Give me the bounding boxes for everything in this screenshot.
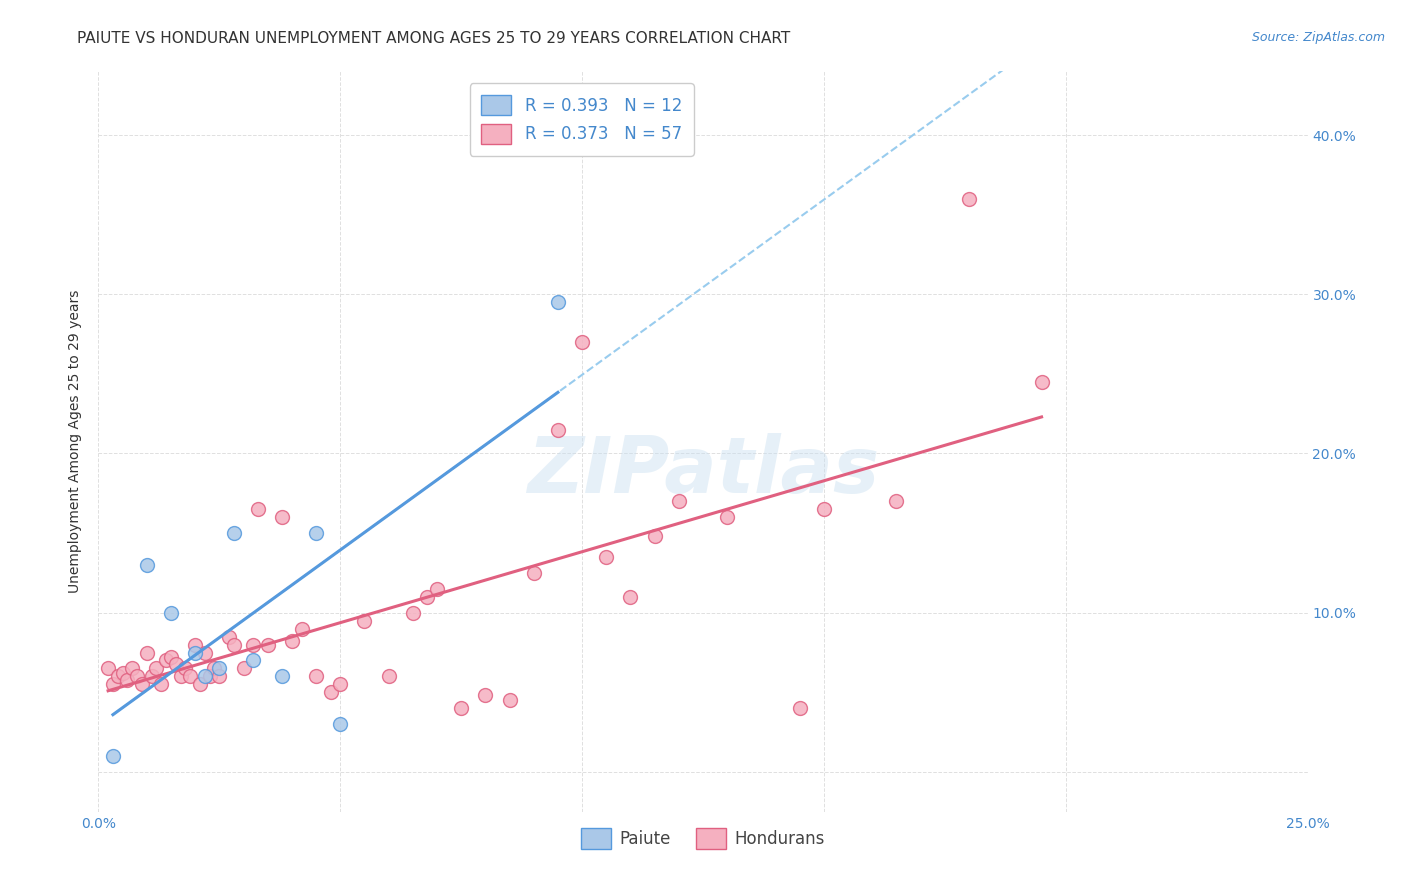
Point — [281, 634, 304, 648]
Point — [111, 666, 134, 681]
Legend: Paiute, Hondurans: Paiute, Hondurans — [575, 822, 831, 855]
Text: PAIUTE VS HONDURAN UNEMPLOYMENT AMONG AGES 25 TO 29 YEARS CORRELATION CHART: PAIUTE VS HONDURAN UNEMPLOYMENT AMONG AG… — [77, 31, 790, 46]
Point — [377, 669, 399, 683]
Point — [402, 606, 425, 620]
Point — [107, 669, 129, 683]
Point — [271, 669, 294, 683]
Point — [319, 685, 342, 699]
Point — [135, 646, 157, 660]
Point — [232, 661, 254, 675]
Point — [329, 717, 352, 731]
Point — [716, 510, 738, 524]
Point — [169, 669, 191, 683]
Point — [271, 510, 294, 524]
Point — [222, 638, 245, 652]
Point — [208, 661, 231, 675]
Point — [222, 526, 245, 541]
Point — [198, 669, 221, 683]
Point — [547, 295, 569, 310]
Point — [474, 689, 496, 703]
Point — [242, 653, 264, 667]
Point — [218, 630, 240, 644]
Point — [256, 638, 278, 652]
Point — [1031, 375, 1053, 389]
Point — [194, 669, 217, 683]
Point — [160, 650, 183, 665]
Point — [204, 661, 226, 675]
Point — [184, 638, 207, 652]
Point — [450, 701, 472, 715]
Point — [668, 494, 690, 508]
Point — [619, 590, 641, 604]
Y-axis label: Unemployment Among Ages 25 to 29 years: Unemployment Among Ages 25 to 29 years — [69, 290, 83, 593]
Point — [194, 646, 217, 660]
Point — [160, 606, 183, 620]
Point — [789, 701, 811, 715]
Point — [208, 669, 231, 683]
Point — [523, 566, 546, 580]
Text: Source: ZipAtlas.com: Source: ZipAtlas.com — [1251, 31, 1385, 45]
Point — [174, 661, 197, 675]
Text: ZIPatlas: ZIPatlas — [527, 434, 879, 509]
Point — [353, 614, 375, 628]
Point — [150, 677, 173, 691]
Point — [155, 653, 177, 667]
Point — [97, 661, 120, 675]
Point — [957, 192, 980, 206]
Point — [595, 549, 617, 564]
Point — [135, 558, 157, 572]
Point — [127, 669, 149, 683]
Point — [813, 502, 835, 516]
Point — [101, 677, 124, 691]
Point — [305, 526, 328, 541]
Point — [329, 677, 352, 691]
Point — [141, 669, 163, 683]
Point — [644, 529, 666, 543]
Point — [416, 590, 439, 604]
Point — [247, 502, 270, 516]
Point — [131, 677, 153, 691]
Point — [498, 693, 520, 707]
Point — [179, 669, 201, 683]
Point — [571, 334, 593, 349]
Point — [290, 622, 312, 636]
Point — [426, 582, 449, 596]
Point — [101, 749, 124, 764]
Point — [145, 661, 167, 675]
Point — [165, 657, 187, 671]
Point — [121, 661, 143, 675]
Point — [547, 423, 569, 437]
Point — [184, 646, 207, 660]
Point — [188, 677, 211, 691]
Point — [305, 669, 328, 683]
Point — [886, 494, 908, 508]
Point — [117, 673, 139, 687]
Point — [242, 638, 264, 652]
